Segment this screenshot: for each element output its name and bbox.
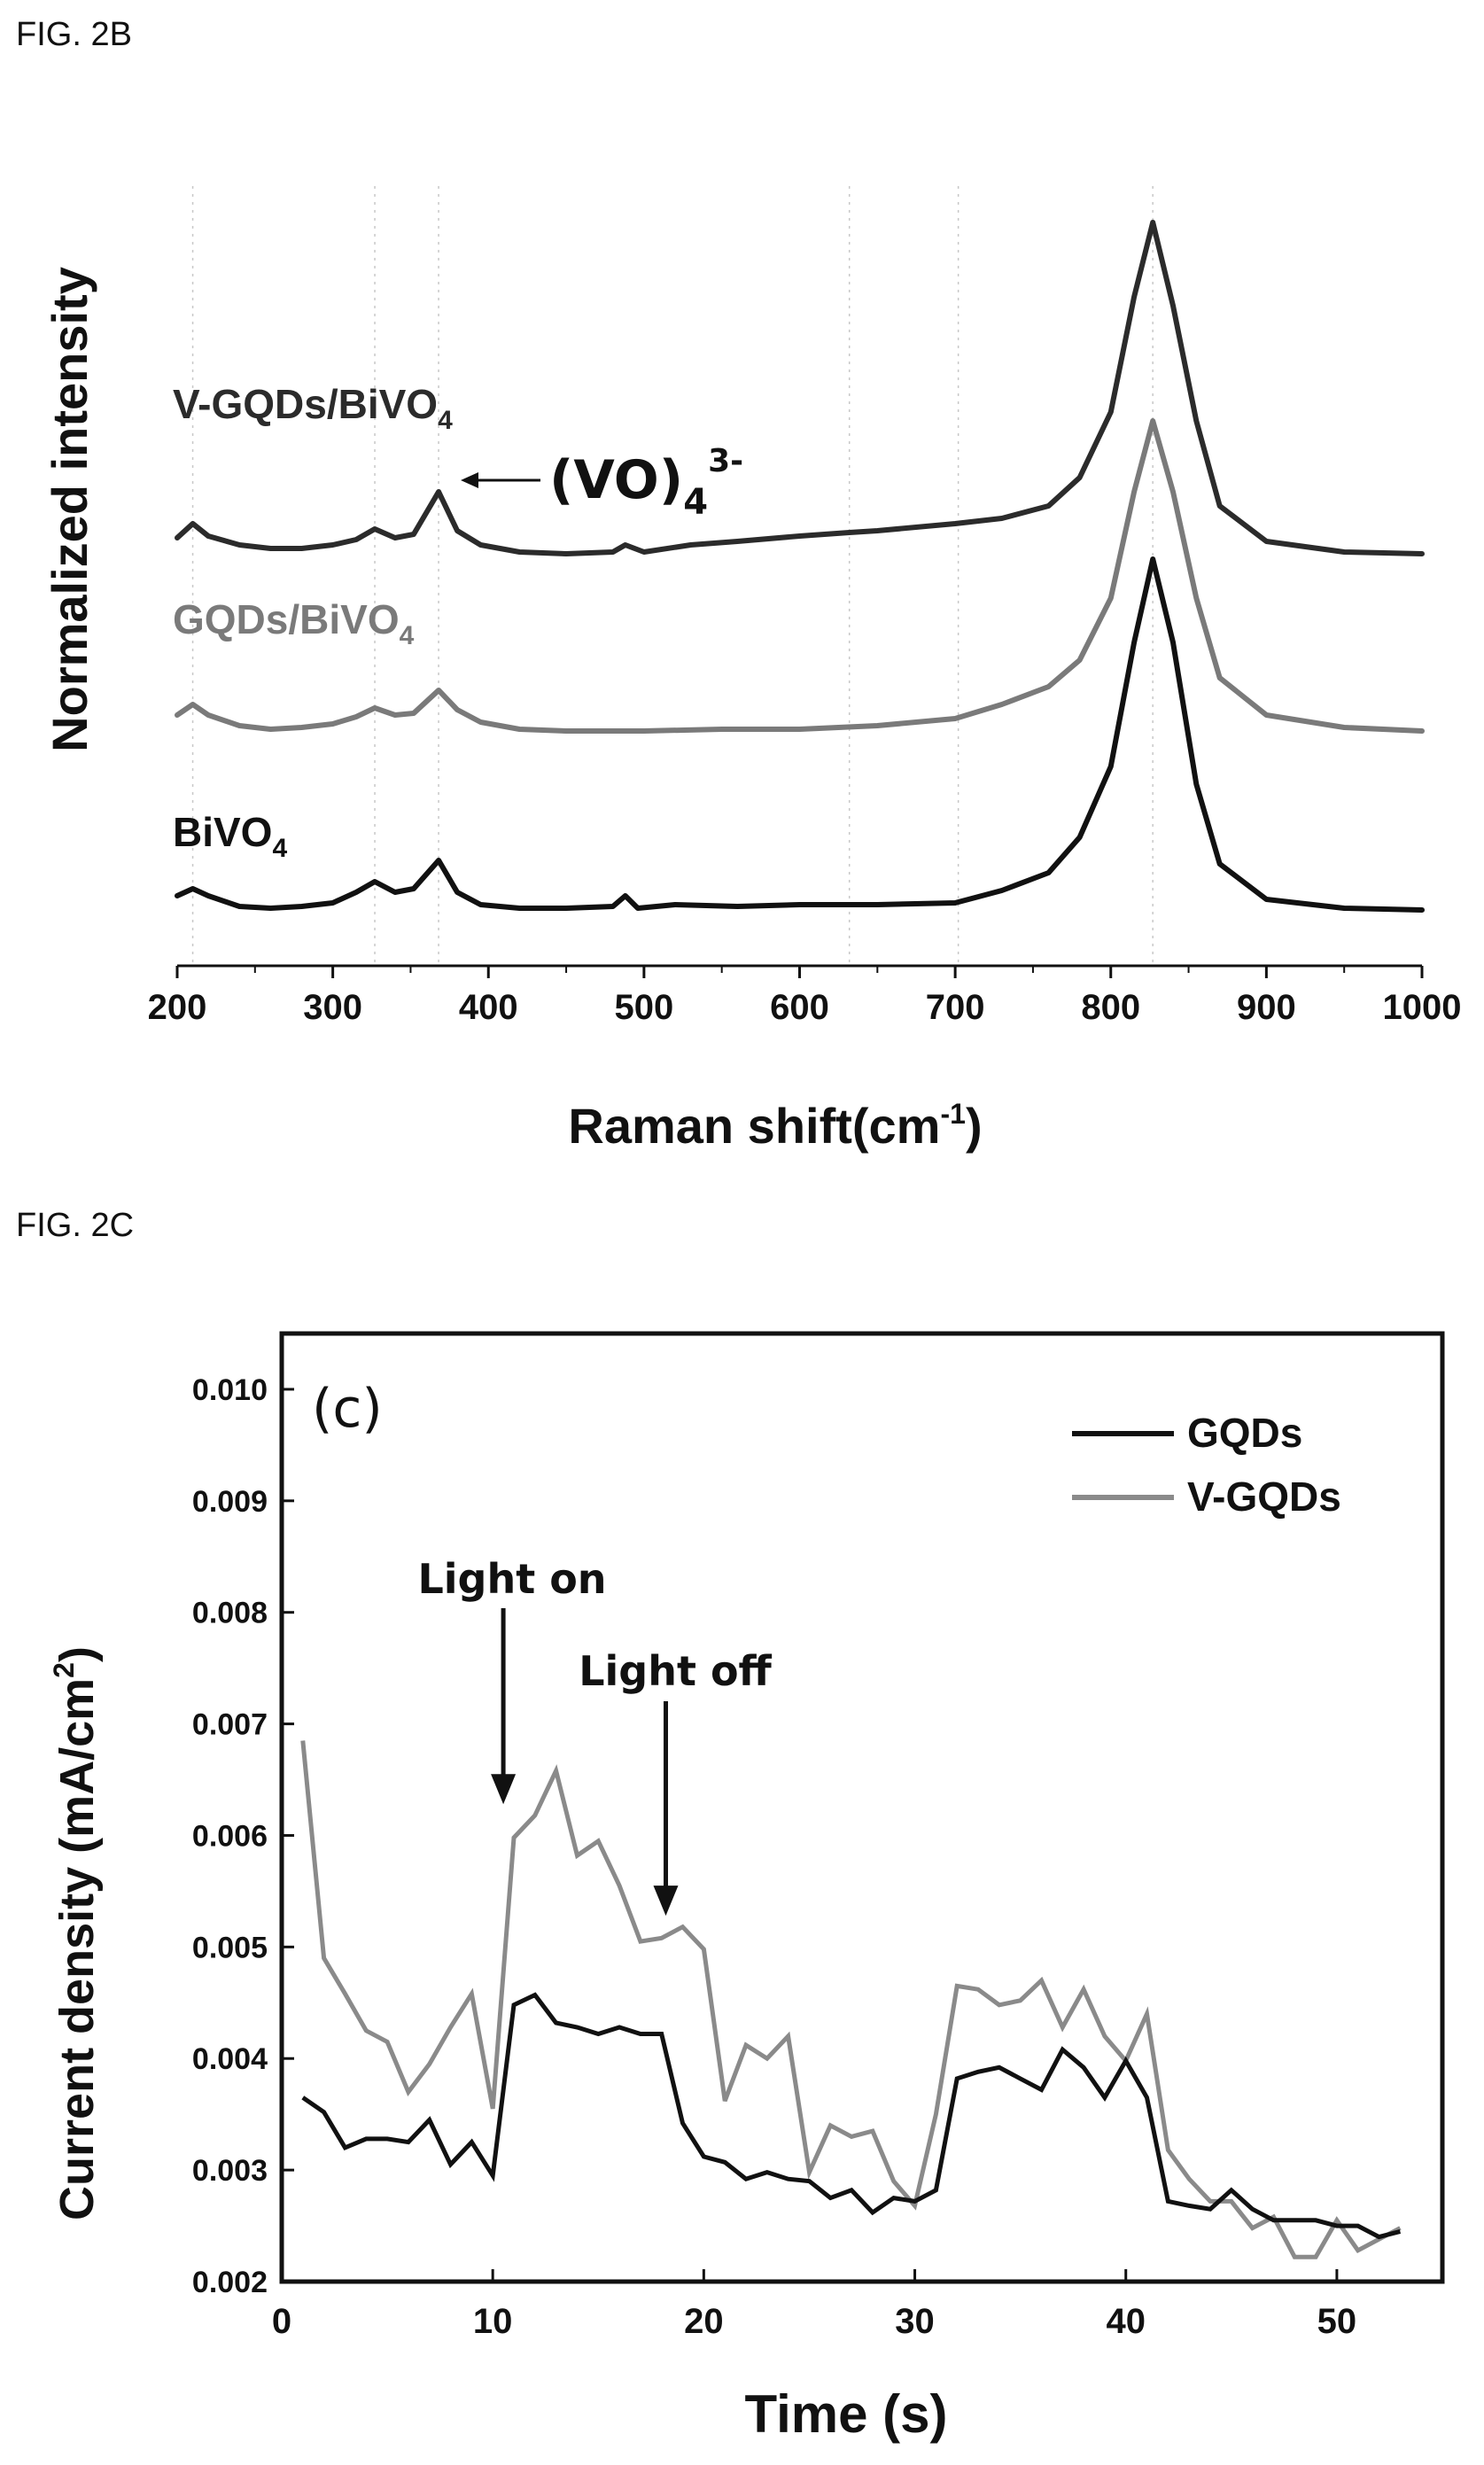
raman-series-lines xyxy=(175,220,1425,913)
current-density-x-tick-label: 40 xyxy=(1106,2302,1146,2341)
current-density-x-tick-label: 20 xyxy=(684,2302,724,2341)
raman-x-tick-label: 800 xyxy=(1081,988,1140,1027)
raman-reference-lines xyxy=(191,186,1154,966)
raman-x-tick-label: 500 xyxy=(615,988,674,1027)
raman-x-tick-label: 900 xyxy=(1237,988,1296,1027)
raman-series-line-2 xyxy=(175,556,1425,913)
current-density-y-tick-label: 0.005 xyxy=(192,1931,268,1964)
vo4-annotation: (VO)43- xyxy=(549,443,743,523)
current-density-y-tick-label: 0.004 xyxy=(192,2042,268,2076)
current-density-y-tick-label: 0.008 xyxy=(192,1597,268,1630)
current-density-series-line-0 xyxy=(301,1992,1402,2240)
current-density-y-tick-label: 0.010 xyxy=(192,1373,268,1407)
current-density-y-tick-label: 0.007 xyxy=(192,1708,268,1742)
current-density-y-tick-label: 0.009 xyxy=(192,1485,268,1519)
raman-series-line-0 xyxy=(175,220,1425,556)
light-off-label: Light off xyxy=(579,1647,772,1695)
current-density-y-axis-title: Current density (mA/cm2) xyxy=(48,1646,104,2220)
current-density-x-axis-title: Time (s) xyxy=(745,2384,948,2444)
raman-x-tick-label: 400 xyxy=(459,988,518,1027)
raman-series-line-1 xyxy=(175,418,1425,734)
raman-x-tick-label: 1000 xyxy=(1383,988,1462,1027)
series-label-gqds-bivo4: GQDs/BiVO4 xyxy=(173,596,415,650)
current-density-plot-frame xyxy=(279,1331,1445,2284)
current-density-y-tick-label: 0.002 xyxy=(192,2266,268,2299)
vo4-arrowhead xyxy=(461,472,478,488)
current-density-axes xyxy=(279,1331,1445,2284)
raman-y-axis-title: Normalized intensity xyxy=(42,267,97,752)
current-density-y-tick-label: 0.003 xyxy=(192,2154,268,2188)
raman-x-tick-label: 200 xyxy=(148,988,207,1027)
current-density-x-tick-label: 50 xyxy=(1317,2302,1357,2341)
current-density-x-tick-label: 10 xyxy=(473,2302,513,2341)
raman-x-tick-label: 600 xyxy=(770,988,829,1027)
current-density-series-line-1 xyxy=(300,1740,1402,2259)
light-arrows xyxy=(491,1608,679,1917)
raman-x-axis-title: Raman shift(cm-1) xyxy=(568,1098,982,1154)
figure-label-2c: FIG. 2C xyxy=(16,1207,135,1244)
light-arrow-head xyxy=(491,1774,517,1805)
figure-label-2b: FIG. 2B xyxy=(16,16,132,53)
light-arrow-head xyxy=(653,1886,679,1917)
inset-panel-label: (c) xyxy=(312,1378,383,1440)
current-density-series-lines xyxy=(300,1740,1402,2259)
legend-label-gqds: GQDs xyxy=(1187,1410,1302,1456)
light-on-label: Light on xyxy=(417,1555,606,1603)
current-density-x-ticks: 0 10 20 30 40 50 xyxy=(272,2269,1356,2341)
current-density-x-tick-label: 0 xyxy=(272,2302,291,2341)
raman-x-ticks: 200 300 400 500 600 700 800 900 1000 xyxy=(148,966,1462,1027)
raman-x-tick-label: 700 xyxy=(926,988,985,1027)
current-density-y-tick-label: 0.006 xyxy=(192,1819,268,1853)
current-density-y-ticks: 0.002 0.003 0.004 0.005 0.006 0.007 0.008 0.009… xyxy=(192,1373,294,2299)
legend-label-v-gqds: V-GQDs xyxy=(1187,1474,1341,1520)
current-density-x-tick-label: 30 xyxy=(895,2302,935,2341)
raman-x-tick-label: 300 xyxy=(303,988,362,1027)
series-label-bivo4: BiVO4 xyxy=(173,809,287,863)
series-label-v-gqds-bivo4: V-GQDs/BiVO4 xyxy=(173,381,453,435)
